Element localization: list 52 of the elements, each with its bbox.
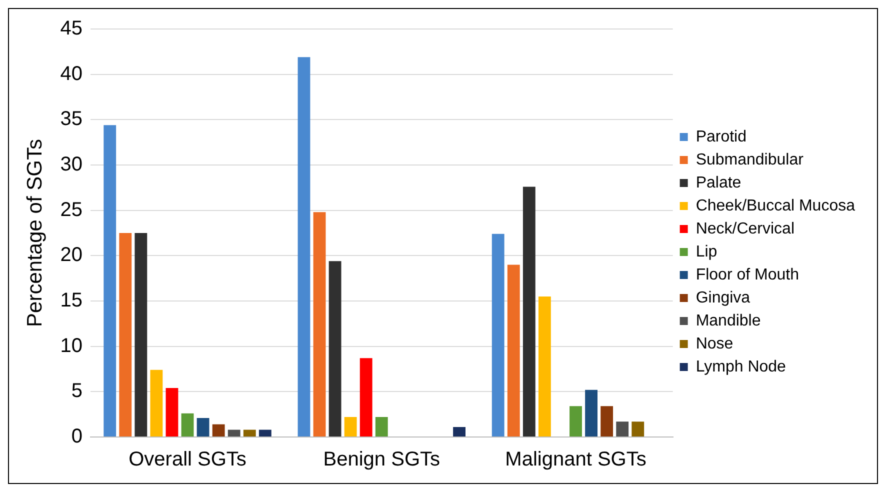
bar	[134, 233, 148, 436]
bar	[228, 430, 240, 436]
bar	[212, 424, 225, 436]
legend-label: Lymph Node	[696, 358, 786, 376]
y-axis-title: Percentage of SGTs	[23, 139, 46, 327]
x-tick-label: Overall SGTs	[128, 448, 246, 471]
legend-label: Floor of Mouth	[696, 266, 799, 284]
legend-label: Nose	[696, 335, 734, 352]
bar	[298, 57, 310, 436]
bar	[507, 264, 520, 436]
legend-label: Submandibular	[696, 151, 804, 168]
bar	[196, 418, 210, 436]
bar	[243, 430, 256, 436]
legend-label: Mandible	[696, 312, 761, 330]
bar	[585, 390, 598, 436]
y-tick-label: 35	[60, 108, 82, 130]
y-tick-label: 45	[60, 18, 82, 40]
legend-label: Palate	[696, 174, 742, 192]
bar	[313, 212, 326, 436]
y-tick-label: 25	[60, 198, 82, 221]
bar	[150, 370, 163, 436]
legend-label: Parotid	[696, 128, 747, 146]
y-tick-label: 15	[60, 290, 82, 312]
bar	[104, 125, 116, 436]
bar	[538, 296, 551, 436]
bar	[375, 417, 388, 436]
y-tick-label: 10	[60, 334, 82, 357]
y-tick-label: 40	[60, 62, 82, 85]
legend-label: Gingiva	[696, 289, 750, 306]
legend-label: Cheek/Buccal Mucosa	[696, 197, 856, 214]
bar	[258, 430, 272, 436]
bar	[344, 417, 357, 436]
bar	[570, 406, 582, 436]
legend-label: Neck/Cervical	[696, 220, 794, 238]
y-tick-label: 5	[71, 380, 82, 402]
bar	[522, 186, 536, 436]
bar	[166, 388, 178, 436]
bar	[119, 233, 132, 436]
x-tick-label: Malignant SGTs	[505, 448, 646, 471]
bar	[328, 261, 342, 436]
y-tick-label: 0	[71, 426, 82, 448]
bar	[616, 422, 629, 436]
bar	[181, 413, 194, 436]
bar	[492, 234, 504, 436]
bar	[360, 358, 372, 436]
x-tick-label: Benign SGTs	[323, 448, 440, 471]
y-tick-label: 20	[60, 244, 82, 266]
y-tick-label: 30	[60, 154, 82, 176]
legend-label: Lip	[696, 243, 718, 260]
bar	[632, 422, 644, 436]
bar	[600, 406, 614, 436]
bar	[453, 427, 466, 436]
